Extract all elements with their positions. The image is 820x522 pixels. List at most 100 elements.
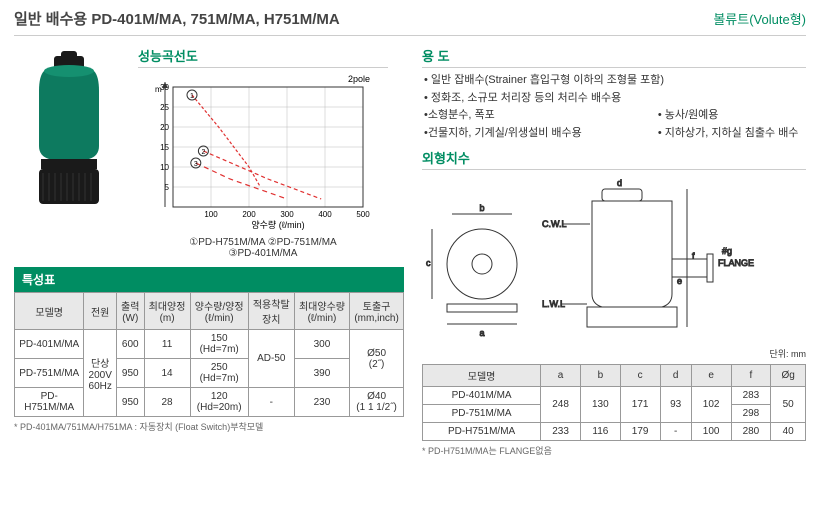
pump-icon bbox=[19, 51, 119, 231]
svg-text:300: 300 bbox=[280, 210, 294, 219]
spec-col: 양수량/양정(ℓ/min) bbox=[190, 293, 248, 330]
chart-svg: 2pole 10020030040050051015202530m123 양수량… bbox=[138, 72, 388, 232]
spec-cell: PD-H751M/MA bbox=[15, 388, 84, 417]
dimension-diagram: a c b C.W.L L.W.L #g FLANGE f e d bbox=[422, 174, 802, 344]
spec-col: 전원 bbox=[84, 293, 117, 330]
spec-cell: 28 bbox=[144, 388, 190, 417]
dim-cell: 298 bbox=[731, 405, 771, 423]
chart-legend: ①PD-H751M/MA ②PD-751M/MA ③PD-401M/MA bbox=[138, 237, 388, 259]
dim-col: 모델명 bbox=[423, 365, 541, 387]
spec-title: 특성표 bbox=[14, 267, 404, 292]
dim-title: 외형치수 bbox=[422, 148, 806, 170]
dim-table: 모델명abcdefØg PD-401M/MA248130171931022835… bbox=[422, 364, 806, 441]
spec-col: 모델명 bbox=[15, 293, 84, 330]
spec-col: 적용착탈장치 bbox=[248, 293, 294, 330]
svg-text:b: b bbox=[479, 203, 484, 213]
dim-col: e bbox=[691, 365, 731, 387]
dim-cell: 130 bbox=[580, 387, 620, 423]
spec-note: * PD-401MA/751MA/H751MA : 자동장치 (Float Sw… bbox=[14, 420, 404, 433]
dim-cell: 40 bbox=[771, 423, 806, 441]
svg-text:500: 500 bbox=[356, 210, 370, 219]
dim-cell: 233 bbox=[541, 423, 581, 441]
product-image bbox=[14, 46, 124, 236]
spec-cell: 150(Hd=7m) bbox=[190, 330, 248, 359]
main-content: 성능곡선도 2pole 10020030040050051015202530m1… bbox=[14, 46, 806, 457]
dim-cell: 93 bbox=[660, 387, 691, 423]
spec-col: 출력(W) bbox=[116, 293, 144, 330]
dim-col: b bbox=[580, 365, 620, 387]
dim-col: a bbox=[541, 365, 581, 387]
svg-text:#g: #g bbox=[722, 246, 732, 256]
svg-text:c: c bbox=[426, 258, 431, 268]
svg-text:d: d bbox=[617, 178, 622, 188]
usage-item: 건물지하, 기계실/위생설비 배수용• 지하상가, 지하실 침출수 배수 bbox=[424, 125, 806, 143]
svg-text:2pole: 2pole bbox=[348, 74, 370, 84]
chart-title: 성능곡선도 bbox=[138, 46, 388, 68]
spec-col: 최대양정(m) bbox=[144, 293, 190, 330]
dim-note: * PD-H751M/MA는 FLANGE없음 bbox=[422, 444, 806, 457]
spec-cell: 14 bbox=[144, 359, 190, 388]
dim-col: c bbox=[620, 365, 660, 387]
dim-cell: - bbox=[660, 423, 691, 441]
usage-list: 일반 잡배수(Strainer 흡입구형 이하의 조형물 포함)정화조, 소규모… bbox=[422, 72, 806, 142]
dimensions-section: 외형치수 a c b C.W.L L.W.L bbox=[422, 148, 806, 457]
dim-unit: 단위: mm bbox=[422, 347, 806, 360]
dim-cell: 248 bbox=[541, 387, 581, 423]
dim-cell: 116 bbox=[580, 423, 620, 441]
svg-text:양수량 (ℓ/min): 양수량 (ℓ/min) bbox=[251, 219, 304, 230]
spec-cell: 950 bbox=[116, 388, 144, 417]
svg-text:400: 400 bbox=[318, 210, 332, 219]
svg-text:100: 100 bbox=[204, 210, 218, 219]
dim-cell: PD-H751M/MA bbox=[423, 423, 541, 441]
spec-cell: 11 bbox=[144, 330, 190, 359]
spec-cell: Ø50(2˝) bbox=[350, 330, 404, 388]
spec-cell: 230 bbox=[294, 388, 349, 417]
legend-1: ①PD-H751M/MA bbox=[189, 237, 265, 248]
spec-cell: 300 bbox=[294, 330, 349, 359]
page-title: 일반 배수용 PD-401M/MA, 751M/MA, H751M/MA bbox=[14, 8, 340, 29]
svg-text:L.W.L: L.W.L bbox=[542, 299, 565, 309]
spec-col: 최대양수량(ℓ/min) bbox=[294, 293, 349, 330]
svg-text:e: e bbox=[677, 276, 682, 286]
usage-item: 정화조, 소규모 처리장 등의 처리수 배수용 bbox=[424, 90, 806, 108]
dim-cell: 179 bbox=[620, 423, 660, 441]
dim-cell: 100 bbox=[691, 423, 731, 441]
spec-cell: 950 bbox=[116, 359, 144, 388]
usage-item: 일반 잡배수(Strainer 흡입구형 이하의 조형물 포함) bbox=[424, 72, 806, 90]
usage-title: 용 도 bbox=[422, 46, 806, 68]
spec-cell: PD-751M/MA bbox=[15, 359, 84, 388]
dim-cell: 171 bbox=[620, 387, 660, 423]
svg-text:a: a bbox=[479, 328, 484, 338]
dim-cell: 50 bbox=[771, 387, 806, 423]
page-header: 일반 배수용 PD-401M/MA, 751M/MA, H751M/MA 볼류트… bbox=[14, 8, 806, 36]
dim-cell: 280 bbox=[731, 423, 771, 441]
legend-2: ②PD-751M/MA bbox=[268, 237, 337, 248]
spec-section: 특성표 모델명전원출력(W)최대양정(m)양수량/양정(ℓ/min)적용착탈장치… bbox=[14, 267, 404, 433]
svg-text:FLANGE: FLANGE bbox=[718, 258, 754, 268]
dim-col: f bbox=[731, 365, 771, 387]
title-prefix: 일반 배수용 bbox=[14, 11, 87, 28]
svg-text:1: 1 bbox=[190, 93, 194, 100]
dim-cell: PD-401M/MA bbox=[423, 387, 541, 405]
svg-text:200: 200 bbox=[242, 210, 256, 219]
right-column: 용 도 일반 잡배수(Strainer 흡입구형 이하의 조형물 포함)정화조,… bbox=[422, 46, 806, 457]
spec-cell: 단상200V60Hz bbox=[84, 330, 117, 417]
svg-text:C.W.L: C.W.L bbox=[542, 219, 567, 229]
left-column: 성능곡선도 2pole 10020030040050051015202530m1… bbox=[14, 46, 404, 457]
spec-cell: 600 bbox=[116, 330, 144, 359]
svg-text:2: 2 bbox=[201, 149, 205, 156]
spec-table: 모델명전원출력(W)최대양정(m)양수량/양정(ℓ/min)적용착탈장치최대양수… bbox=[14, 292, 404, 417]
spec-col: 토출구(mm,inch) bbox=[350, 293, 404, 330]
type-label: 볼류트(Volute형) bbox=[713, 9, 806, 28]
spec-cell: 120(Hd=20m) bbox=[190, 388, 248, 417]
svg-text:m: m bbox=[155, 85, 162, 94]
legend-3: ③PD-401M/MA bbox=[229, 248, 298, 259]
spec-cell: - bbox=[248, 388, 294, 417]
svg-text:3: 3 bbox=[194, 161, 198, 168]
spec-cell: 250(Hd=7m) bbox=[190, 359, 248, 388]
spec-cell: PD-401M/MA bbox=[15, 330, 84, 359]
dim-cell: 102 bbox=[691, 387, 731, 423]
product-area: 성능곡선도 2pole 10020030040050051015202530m1… bbox=[14, 46, 404, 259]
title-models: PD-401M/MA, 751M/MA, H751M/MA bbox=[91, 11, 339, 28]
usage-item: 소형분수, 폭포• 농사/원예용 bbox=[424, 107, 806, 125]
